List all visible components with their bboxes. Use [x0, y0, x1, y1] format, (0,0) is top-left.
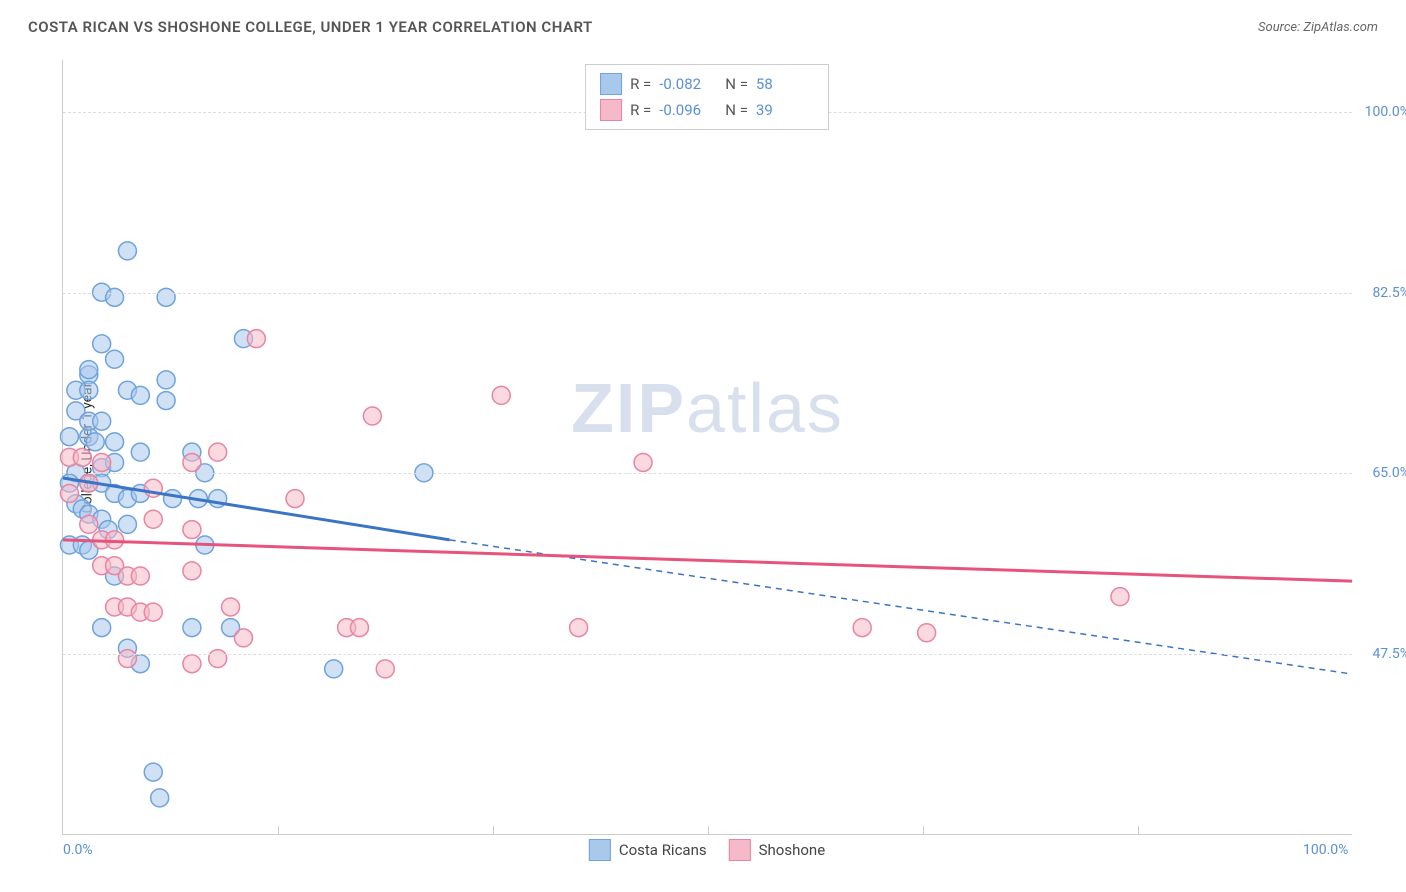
ytick-label: 100.0%	[1365, 104, 1406, 120]
xtick-mark	[278, 826, 279, 834]
xtick-label: 100.0%	[1303, 842, 1348, 858]
swatch-pink-2	[729, 839, 751, 861]
gridline-h	[63, 473, 1352, 474]
ytick-label: 65.0%	[1372, 465, 1406, 481]
chart-area: College, Under 1 year ZIPatlas 47.5%65.0…	[62, 60, 1352, 835]
chart-title: COSTA RICAN VS SHOSHONE COLLEGE, UNDER 1…	[28, 18, 593, 36]
legend-row-2: R = -0.096 N = 39	[600, 97, 814, 123]
ytick-label: 47.5%	[1372, 646, 1406, 662]
legend-item-costa-ricans: Costa Ricans	[589, 839, 707, 861]
legend-label-2: Shoshone	[759, 841, 826, 859]
plot-region: ZIPatlas 47.5%65.0%82.5%100.0%0.0%100.0%	[62, 60, 1352, 835]
swatch-blue-2	[589, 839, 611, 861]
xtick-mark	[708, 826, 709, 834]
ytick-label: 82.5%	[1372, 285, 1406, 301]
r-label-1: R =	[630, 75, 651, 93]
xtick-label: 0.0%	[63, 842, 93, 858]
gridline-h	[63, 654, 1352, 655]
xtick-mark	[1138, 826, 1139, 834]
gridline-h	[63, 293, 1352, 294]
legend-item-shoshone: Shoshone	[729, 839, 826, 861]
r-label-2: R =	[630, 101, 651, 119]
r-value-1: -0.082	[659, 75, 717, 93]
correlation-legend: R = -0.082 N = 58 R = -0.096 N = 39	[585, 64, 829, 130]
swatch-pink	[600, 99, 622, 121]
scatter-svg	[63, 60, 1352, 834]
swatch-blue	[600, 73, 622, 95]
series-legend: Costa Ricans Shoshone	[589, 839, 825, 861]
r-value-2: -0.096	[659, 101, 717, 119]
xtick-mark	[493, 826, 494, 834]
n-value-2: 39	[756, 101, 814, 119]
n-label-2: N =	[725, 101, 748, 119]
n-value-1: 58	[756, 75, 814, 93]
legend-label-1: Costa Ricans	[619, 841, 707, 859]
legend-row-1: R = -0.082 N = 58	[600, 71, 814, 97]
xtick-mark	[923, 826, 924, 834]
chart-source: Source: ZipAtlas.com	[1258, 20, 1378, 35]
n-label-1: N =	[725, 75, 748, 93]
